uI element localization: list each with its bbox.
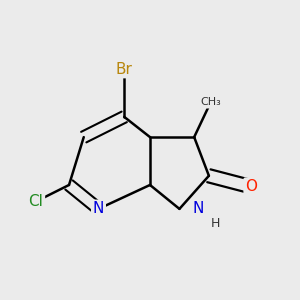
Text: Cl: Cl bbox=[28, 194, 43, 209]
Text: H: H bbox=[211, 217, 220, 230]
Text: Br: Br bbox=[116, 61, 133, 76]
Text: CH₃: CH₃ bbox=[200, 97, 221, 107]
Text: N: N bbox=[192, 201, 204, 216]
Text: O: O bbox=[245, 179, 257, 194]
Text: N: N bbox=[93, 201, 104, 216]
